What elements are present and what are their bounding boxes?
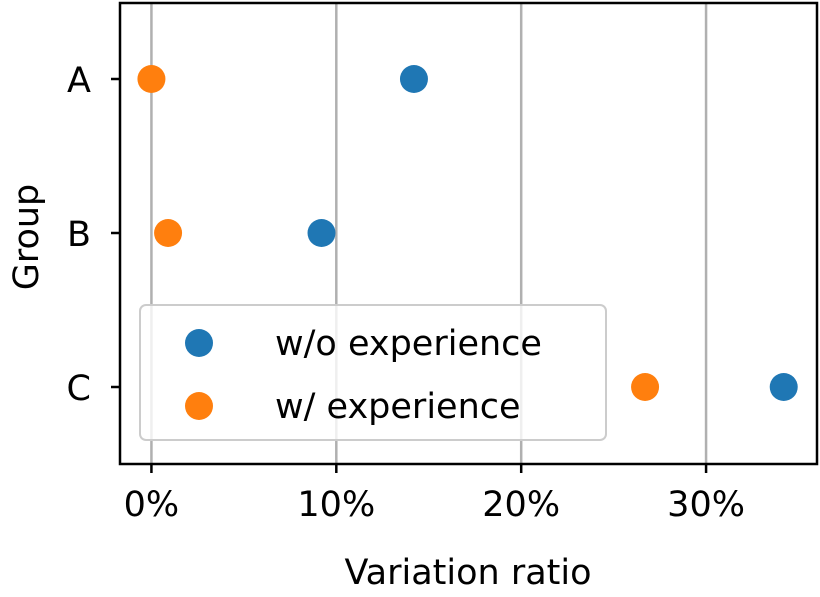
y-axis-ticks: A B C xyxy=(67,61,120,409)
y-axis-label: Group xyxy=(7,184,47,291)
legend-label-wo-experience: w/o experience xyxy=(275,324,542,364)
x-tick-label: 30% xyxy=(667,485,745,525)
point-wo-experience xyxy=(769,373,798,401)
legend-marker-wo-experience xyxy=(185,329,213,357)
x-axis-label: Variation ratio xyxy=(344,553,591,593)
legend: w/o experience w/ experience xyxy=(139,304,607,441)
x-axis-ticks: 0% 10% 20% 30% xyxy=(124,464,745,525)
point-w-experience xyxy=(137,65,166,93)
point-w-experience xyxy=(631,373,660,401)
x-tick-label: 20% xyxy=(482,485,560,525)
x-tick-label: 10% xyxy=(297,485,375,525)
y-tick-label: B xyxy=(67,215,91,255)
legend-marker-w-experience xyxy=(185,392,213,420)
point-wo-experience xyxy=(399,65,428,93)
data-points xyxy=(137,65,798,401)
y-tick-label: A xyxy=(67,61,91,101)
legend-box xyxy=(139,304,607,441)
point-wo-experience xyxy=(307,219,336,247)
point-w-experience xyxy=(154,219,183,247)
y-tick-label: C xyxy=(67,369,91,409)
x-tick-label: 0% xyxy=(124,485,180,525)
legend-label-w-experience: w/ experience xyxy=(275,387,521,427)
